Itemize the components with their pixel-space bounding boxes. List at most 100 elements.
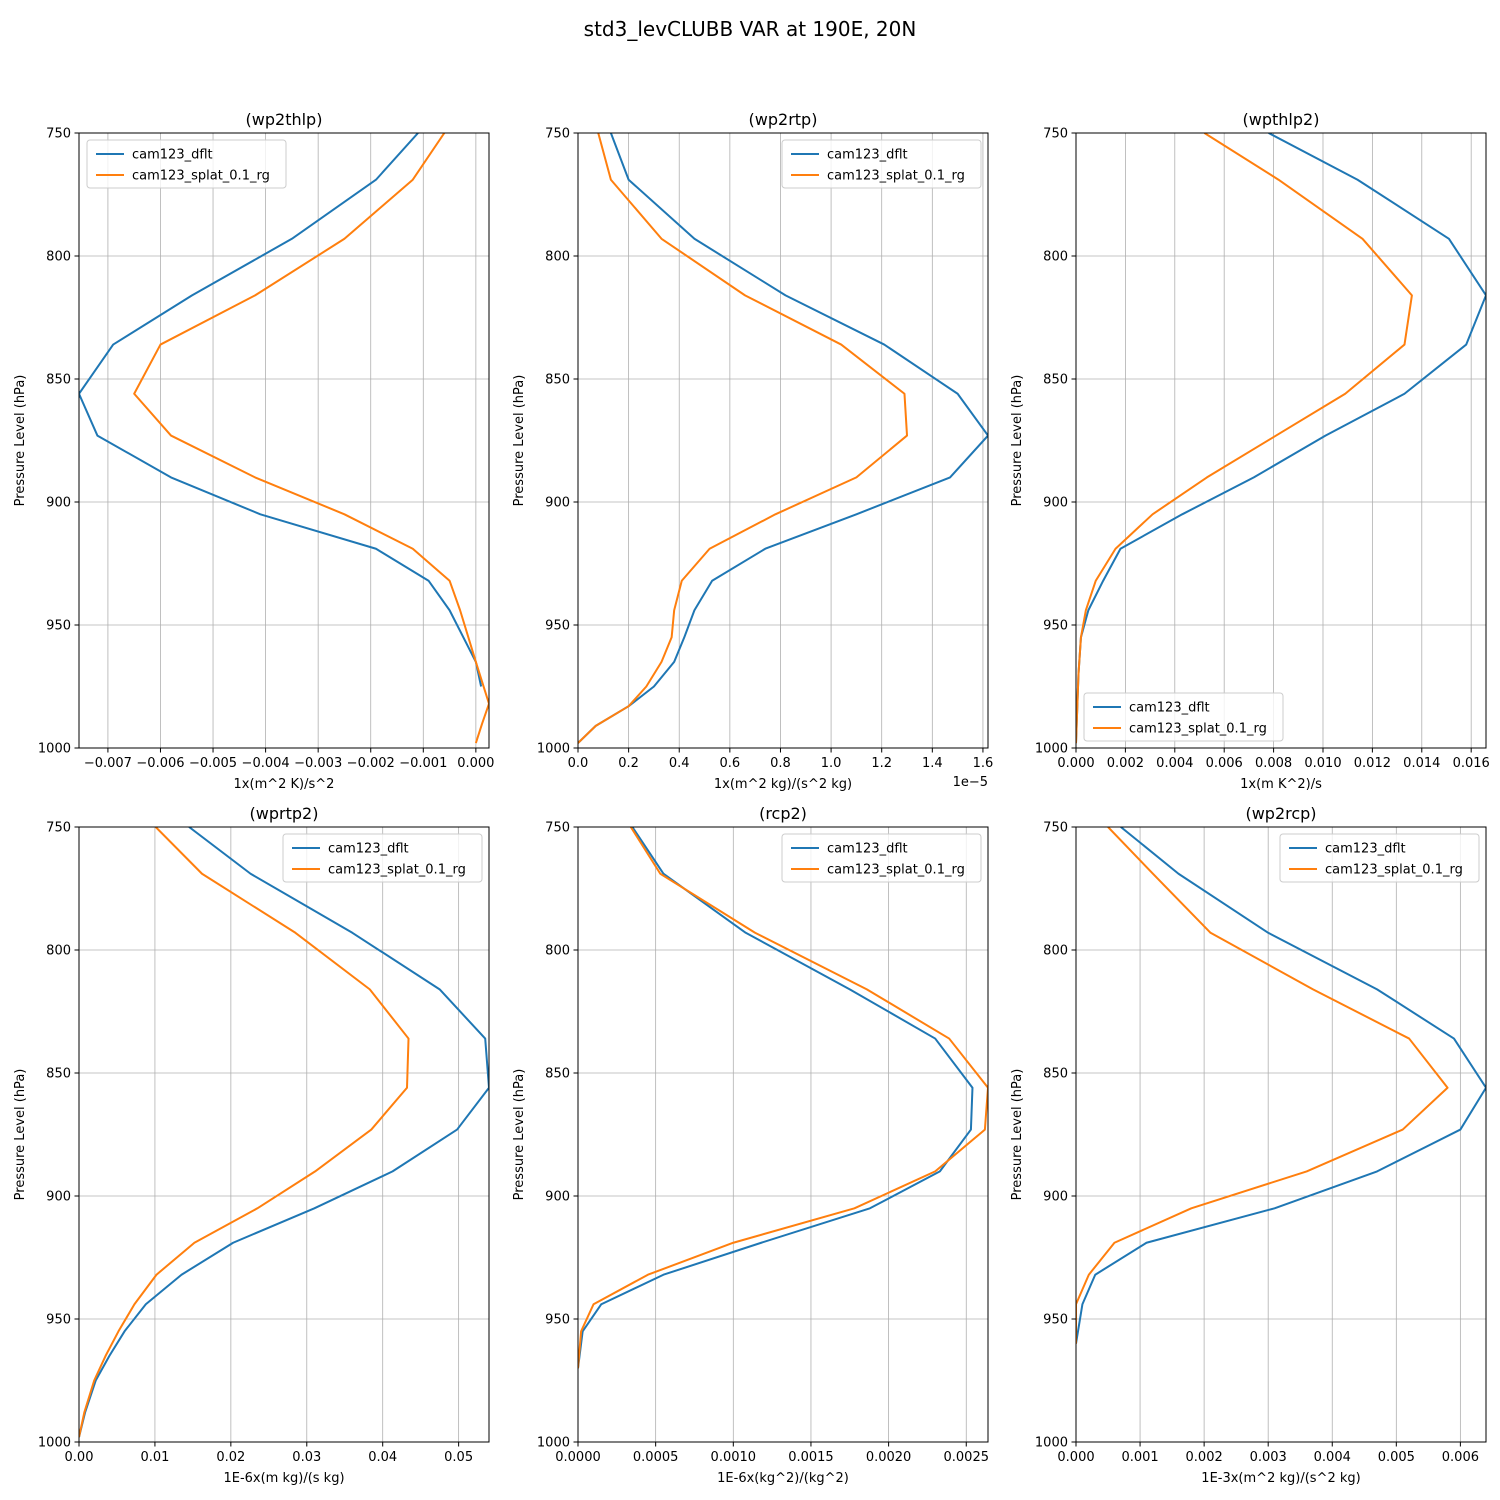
x-tick-label: −0.004: [242, 756, 290, 771]
axes-frame: [78, 132, 490, 749]
legend: cam123_dflt cam123_splat_0.1_rg: [86, 139, 287, 189]
x-tick-label: 0.000: [1057, 756, 1094, 771]
x-tick-label: 0.008: [1255, 756, 1292, 771]
x-tick-label: 0.004: [1314, 1450, 1351, 1465]
legend-frame: [282, 833, 483, 883]
legend-label: cam123_dflt: [827, 148, 908, 163]
panel-2: 0.000 0.002 0.004 0.006 0.008 0.010 0.012 0.014…: [1010, 110, 1490, 792]
y-tick-label: 900: [545, 1190, 570, 1205]
x-axis-label: 1E-3x(m^2 kg)/(s^2 kg): [1201, 1471, 1360, 1486]
panel-3: 0.00 0.01 0.02 0.03 0.04 0.05 750 800 850 900 950 1…: [13, 804, 490, 1486]
x-axis-label: 1x(m K^2)/s: [1240, 777, 1322, 792]
series-line-cam123_splat_0.1_rg: [1076, 133, 1413, 744]
panel-1: 0.0 0.2 0.4 0.6 0.8 1.0 1.2 1.4 1.6 750 800 850 900 9…: [512, 110, 993, 792]
y-tick-label: 950: [46, 619, 71, 634]
x-tick-label: 0.0000: [555, 1450, 601, 1465]
series-line-cam123_splat_0.1_rg: [578, 133, 909, 744]
y-tick-label: 800: [1043, 944, 1068, 959]
legend-frame: [781, 833, 982, 883]
panel-title: (wpthlp2): [1243, 110, 1320, 129]
x-tick-label: 0.005: [1378, 1450, 1415, 1465]
y-axis-label: Pressure Level (hPa): [1010, 1069, 1025, 1201]
y-tick-label: 950: [46, 1313, 71, 1328]
y-tick-label: 950: [1043, 1313, 1068, 1328]
panel-title: (wp2thlp): [246, 110, 323, 129]
y-tick-label: 950: [545, 619, 570, 634]
legend-label: cam123_splat_0.1_rg: [1129, 722, 1267, 737]
legend-label: cam123_splat_0.1_rg: [827, 863, 965, 878]
series-line-cam123_dflt: [1076, 827, 1486, 1344]
legend-label: cam123_splat_0.1_rg: [827, 169, 965, 184]
panel-title: (wprtp2): [250, 804, 319, 823]
x-tick-label: −0.007: [84, 756, 132, 771]
x-tick-label: −0.002: [347, 756, 395, 771]
y-axis-label: Pressure Level (hPa): [13, 1069, 28, 1201]
legend: cam123_dflt cam123_splat_0.1_rg: [1279, 833, 1480, 883]
y-tick-label: 750: [46, 127, 71, 142]
x-axis-label: 1E-6x(kg^2)/(kg^2): [717, 1471, 849, 1486]
x-tick-label: 0.006: [1442, 1450, 1479, 1465]
panel-5: 0.000 0.001 0.002 0.003 0.004 0.005 0.006 750 80…: [1010, 804, 1487, 1486]
legend: cam123_dflt cam123_splat_0.1_rg: [282, 833, 483, 883]
x-tick-label: 0.6: [720, 756, 741, 771]
y-axis-label: Pressure Level (hPa): [512, 1069, 527, 1201]
y-tick-label: 1000: [537, 1436, 570, 1451]
y-tick-label: 900: [545, 496, 570, 511]
x-tick-label: 0.01: [140, 1450, 169, 1465]
series-line-cam123_dflt: [578, 133, 988, 744]
x-axis-label: 1x(m^2 kg)/(s^2 kg): [714, 777, 852, 792]
y-tick-label: 750: [46, 821, 71, 836]
panel-title: (wp2rtp): [749, 110, 818, 129]
x-tick-label: 0.006: [1206, 756, 1243, 771]
series-line-cam123_dflt: [578, 827, 974, 1369]
legend-label: cam123_dflt: [328, 842, 409, 857]
x-tick-label: 0.8: [770, 756, 791, 771]
y-tick-label: 750: [545, 127, 570, 142]
x-tick-label: 0.02: [216, 1450, 245, 1465]
y-tick-label: 1000: [1035, 1436, 1068, 1451]
x-tick-label: 0.03: [292, 1450, 321, 1465]
x-axis-label: 1x(m^2 K)/s^2: [234, 777, 335, 792]
x-axis-label: 1E-6x(m kg)/(s kg): [223, 1471, 344, 1486]
x-tick-label: 0.014: [1403, 756, 1440, 771]
panel-0: −0.007 −0.006 −0.005 −0.004 −0.003 −0.002 −0.0…: [13, 110, 494, 792]
x-tick-label: 0.0015: [788, 1450, 834, 1465]
legend-frame: [781, 139, 982, 189]
y-tick-label: 850: [1043, 1067, 1068, 1082]
x-tick-label: 0.004: [1156, 756, 1193, 771]
x-tick-label: 0.001: [1121, 1450, 1158, 1465]
x-tick-label: 1.4: [922, 756, 943, 771]
y-tick-label: 950: [1043, 619, 1068, 634]
x-tick-label: −0.005: [189, 756, 237, 771]
x-tick-label: 0.00: [65, 1450, 94, 1465]
axes-frame: [78, 826, 490, 1443]
y-tick-label: 850: [545, 1067, 570, 1082]
y-tick-label: 950: [545, 1313, 570, 1328]
figure-suptitle: std3_levCLUBB VAR at 190E, 20N: [584, 17, 917, 41]
x-tick-label: 0.2: [618, 756, 639, 771]
y-tick-label: 900: [1043, 496, 1068, 511]
y-tick-label: 1000: [38, 742, 71, 757]
axes-frame: [1075, 826, 1487, 1443]
y-tick-label: 800: [1043, 250, 1068, 265]
series-line-cam123_splat_0.1_rg: [133, 133, 489, 744]
legend-label: cam123_dflt: [827, 842, 908, 857]
x-tick-label: 0.003: [1250, 1450, 1287, 1465]
legend: cam123_dflt cam123_splat_0.1_rg: [781, 833, 982, 883]
y-axis-label: Pressure Level (hPa): [512, 375, 527, 507]
x-tick-label: 0.002: [1107, 756, 1144, 771]
y-tick-label: 850: [46, 373, 71, 388]
y-tick-label: 850: [46, 1067, 71, 1082]
panel-title: (rcp2): [759, 804, 807, 823]
y-tick-label: 750: [545, 821, 570, 836]
panel-title: (wp2rcp): [1245, 804, 1316, 823]
legend-label: cam123_dflt: [1325, 842, 1406, 857]
y-tick-label: 800: [545, 944, 570, 959]
x-tick-label: 0.0005: [633, 1450, 679, 1465]
legend: cam123_dflt cam123_splat_0.1_rg: [781, 139, 982, 189]
series-line-cam123_splat_0.1_rg: [1076, 827, 1449, 1344]
legend-label: cam123_dflt: [132, 148, 213, 163]
y-tick-label: 900: [46, 496, 71, 511]
y-tick-label: 800: [46, 250, 71, 265]
